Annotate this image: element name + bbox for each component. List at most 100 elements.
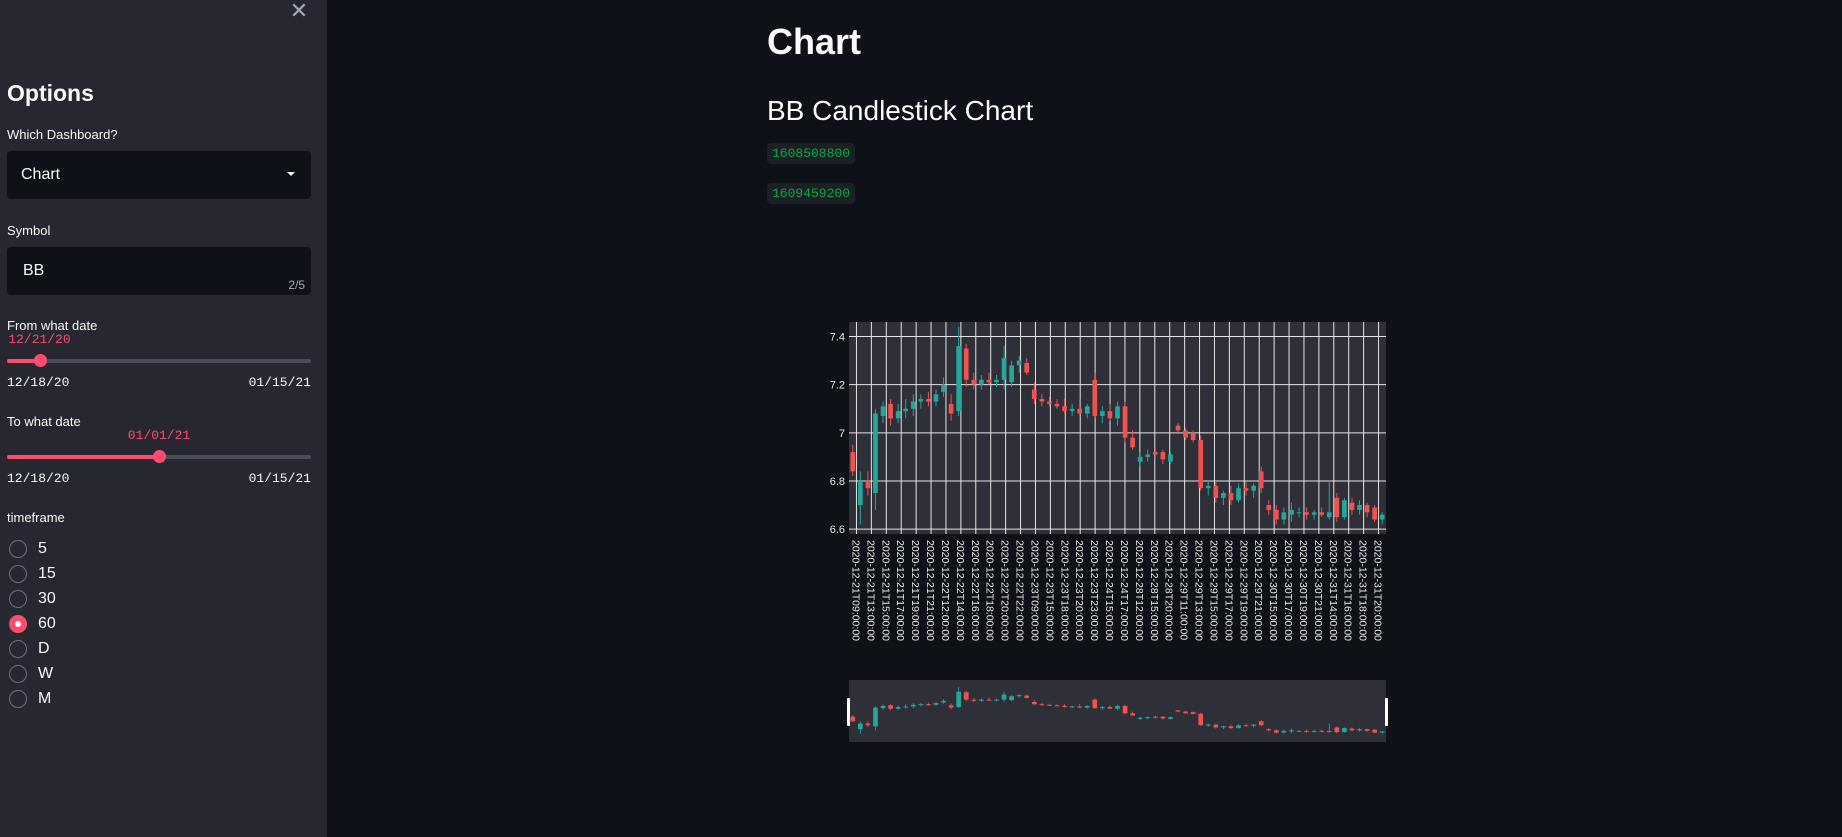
rangeslider-body bbox=[1198, 713, 1204, 726]
timeframe-option-label: 5 bbox=[38, 540, 47, 557]
rangeslider-body bbox=[873, 707, 878, 727]
x-tick-label: 2020-12-30T15:00:00 bbox=[1267, 540, 1279, 641]
x-tick-label: 2020-12-23T18:00:00 bbox=[1058, 540, 1070, 641]
x-tick-label: 2020-12-28T12:00:00 bbox=[1133, 540, 1145, 641]
candle-body bbox=[903, 408, 909, 412]
timeframe-option-label: 15 bbox=[38, 565, 56, 582]
rangeslider-body bbox=[1311, 730, 1317, 732]
candle-body bbox=[1364, 505, 1370, 513]
rangeslider-body bbox=[1342, 728, 1347, 733]
rangeslider-body bbox=[1160, 716, 1166, 719]
candle-body bbox=[1334, 497, 1340, 518]
to-date-slider[interactable]: 01/01/21 bbox=[7, 428, 311, 463]
symbol-input[interactable] bbox=[7, 247, 287, 295]
symbol-label: Symbol bbox=[7, 223, 51, 238]
x-tick-label: 2020-12-21T09:00:00 bbox=[849, 540, 861, 641]
candle-body bbox=[1145, 454, 1151, 457]
rangeslider-body bbox=[1304, 730, 1309, 732]
candle-body bbox=[895, 411, 901, 419]
x-tick-label: 2020-12-23T23:00:00 bbox=[1088, 540, 1100, 641]
candle-body bbox=[1115, 406, 1120, 419]
x-tick-label: 2020-12-29T21:00:00 bbox=[1252, 540, 1264, 641]
rangeslider-body bbox=[1137, 717, 1143, 719]
candle-body bbox=[1221, 493, 1226, 498]
candle-body bbox=[1062, 406, 1067, 412]
candle-body bbox=[1342, 500, 1347, 518]
chart-subtitle: BB Candlestick Chart bbox=[767, 95, 1034, 126]
timeframe-option-label: 60 bbox=[38, 615, 56, 632]
candle-body bbox=[858, 481, 863, 506]
to-date-min: 12/18/20 bbox=[7, 471, 70, 486]
candle-body bbox=[1009, 365, 1014, 383]
candle-body bbox=[1137, 456, 1143, 462]
rangeslider-body bbox=[1183, 711, 1188, 714]
slider-thumb[interactable] bbox=[153, 450, 166, 463]
candle-body bbox=[933, 394, 939, 402]
x-tick-label: 2020-12-23T15:00:00 bbox=[1043, 540, 1055, 641]
x-tick-label: 2020-12-22T14:00:00 bbox=[954, 540, 966, 641]
rangeslider-body bbox=[1266, 729, 1272, 731]
x-tick-label: 2020-12-22T12:00:00 bbox=[939, 540, 951, 641]
close-icon[interactable]: ✕ bbox=[289, 0, 309, 23]
rangeslider-body bbox=[1031, 701, 1037, 705]
rangeslider-body bbox=[888, 705, 893, 709]
x-tick-label: 2020-12-21T19:00:00 bbox=[909, 540, 921, 641]
candle-body bbox=[994, 379, 999, 383]
rangeslider-body bbox=[1364, 729, 1370, 731]
rangeslider-body bbox=[1092, 699, 1098, 709]
rangeslider-body bbox=[1009, 696, 1014, 701]
slider-thumb[interactable] bbox=[33, 354, 47, 367]
y-tick-label: 7 bbox=[839, 428, 845, 440]
dashboard-label: Which Dashboard? bbox=[7, 127, 118, 142]
candle-body bbox=[1183, 430, 1188, 438]
rangeslider-body bbox=[941, 700, 946, 703]
rangeslider-body bbox=[1243, 725, 1249, 727]
radio-circle-icon bbox=[9, 565, 27, 583]
rangeslider-body bbox=[1084, 705, 1090, 708]
candle-body bbox=[1107, 411, 1113, 419]
rangeslider-body bbox=[1054, 705, 1060, 707]
candle-body bbox=[979, 379, 984, 385]
x-tick-label: 2020-12-31T14:00:00 bbox=[1327, 540, 1339, 641]
candle-body bbox=[880, 406, 886, 416]
timeframe-option-label: 30 bbox=[38, 590, 56, 607]
rangeslider-body bbox=[1016, 695, 1022, 697]
candle-body bbox=[1084, 406, 1090, 414]
candle-body bbox=[1372, 507, 1377, 520]
candle-body bbox=[1273, 509, 1279, 520]
to-date-current-value: 01/01/21 bbox=[127, 428, 191, 443]
dashboard-select-value: Chart bbox=[21, 166, 61, 183]
rangeslider-body bbox=[1130, 713, 1135, 716]
x-tick-label: 2020-12-28T20:00:00 bbox=[1163, 540, 1175, 641]
to-date-label: To what date bbox=[7, 414, 81, 429]
rangeslider-body bbox=[1039, 704, 1045, 706]
page-title: Chart bbox=[767, 21, 862, 62]
rangeslider-body bbox=[1319, 730, 1325, 732]
plot-area bbox=[849, 322, 1386, 534]
radio-circle-icon bbox=[9, 615, 27, 633]
y-tick-label: 7.4 bbox=[830, 331, 845, 343]
candle-body bbox=[1251, 485, 1256, 491]
from-date-min: 12/18/20 bbox=[7, 375, 70, 390]
candle-body bbox=[1205, 485, 1211, 489]
rangeslider-body bbox=[1334, 727, 1340, 733]
x-tick-label: 2020-12-30T21:00:00 bbox=[1312, 540, 1324, 641]
x-tick-label: 2020-12-24T15:00:00 bbox=[1103, 540, 1115, 641]
candle-body bbox=[1357, 505, 1362, 510]
rangeslider-handle-left[interactable] bbox=[847, 698, 850, 726]
candle-body bbox=[963, 348, 969, 380]
slider-fill bbox=[7, 455, 159, 459]
dashboard-select[interactable]: Chart bbox=[7, 151, 311, 199]
candle-body bbox=[888, 403, 893, 419]
candle-body bbox=[1024, 362, 1030, 373]
rangeslider-body bbox=[926, 704, 931, 706]
from-date-slider[interactable]: 12/21/20 bbox=[7, 332, 311, 367]
rangeslider-body bbox=[865, 723, 871, 726]
x-tick-label: 2020-12-29T11:00:00 bbox=[1178, 540, 1190, 640]
candle-body bbox=[941, 384, 946, 392]
symbol-input-wrapper: 2/5 bbox=[7, 247, 311, 295]
caret-down-icon bbox=[287, 172, 295, 176]
timeframe-option-label: D bbox=[38, 640, 50, 657]
rangeslider-handle-right[interactable] bbox=[1385, 698, 1388, 726]
